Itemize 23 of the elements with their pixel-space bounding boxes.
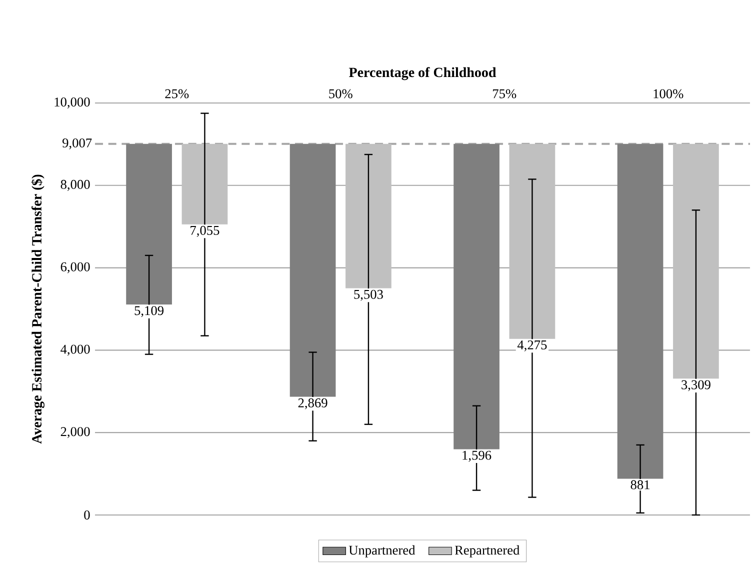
x-tick-label: 75%	[493, 89, 516, 98]
x-tick-label: 100%	[654, 89, 684, 98]
y-tick-label: 2,000	[60, 427, 90, 438]
x-tick-label: 50%	[329, 89, 352, 98]
data-label: 2,869	[298, 398, 328, 410]
data-label: 1,596	[462, 450, 492, 462]
x-axis-title: Percentage of Childhood	[348, 67, 496, 80]
legend-label: Unpartnered	[348, 545, 416, 558]
legend-label: Repartnered	[454, 545, 520, 558]
data-label: 5,109	[134, 306, 164, 318]
data-label: 881	[630, 480, 650, 490]
data-label: 5,503	[354, 290, 383, 301]
y-tick-label: 8,000	[60, 180, 90, 191]
data-label: 4,275	[517, 340, 547, 352]
y-tick-label: 6,000	[60, 262, 90, 274]
y-tick-label: 0	[84, 510, 90, 520]
ref-line-label: 9,007	[62, 138, 92, 150]
data-label: 3,309	[682, 380, 710, 392]
y-axis-title: Average Estimated Parent-Child Transfer ($)	[31, 174, 44, 444]
data-label: 7,055	[190, 226, 220, 237]
y-tick-label: 10,000	[54, 98, 90, 108]
x-tick-label: 25%	[165, 89, 189, 98]
y-tick-label: 4,000	[60, 344, 90, 356]
